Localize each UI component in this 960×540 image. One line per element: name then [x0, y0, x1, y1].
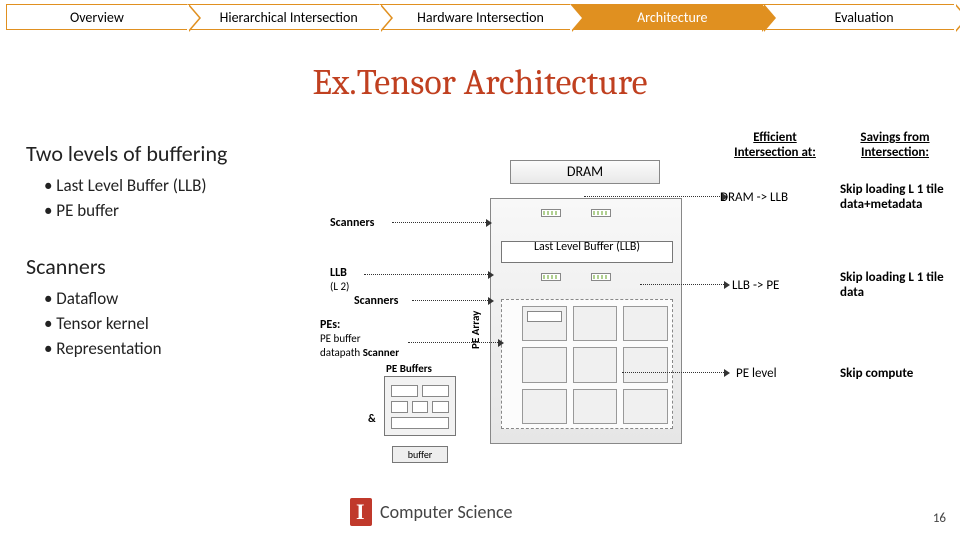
- nav-hardware[interactable]: Hardware Intersection: [379, 4, 571, 30]
- pe-cell: [522, 389, 567, 424]
- row-save-2: Skip loading L 1 tile data: [840, 270, 950, 300]
- left-h2: Scanners: [26, 253, 286, 280]
- label-llb: LLB (L 2): [330, 266, 349, 294]
- pe-cell: [573, 347, 618, 382]
- nav-breadcrumb: Overview Hierarchical Intersection Hardw…: [6, 4, 954, 34]
- pe-detail-box: [384, 376, 456, 436]
- row-at-2: LLB -> PE: [732, 278, 842, 293]
- pe-grid: [522, 306, 668, 424]
- arrow-dram-llb: [584, 196, 724, 197]
- arrow-llb: [364, 274, 490, 275]
- label-scanners-top: Scanners: [330, 216, 374, 230]
- head-savings: Savings from Intersection:: [840, 130, 950, 160]
- scanner-icon: [591, 209, 611, 217]
- llb-block: Last Level Buffer (LLB): [501, 241, 673, 263]
- scanner-icon: [541, 273, 561, 281]
- dram-block: DRAM: [510, 160, 660, 184]
- footer-logo: Computer Science: [350, 498, 513, 526]
- pe-cell: [573, 306, 618, 341]
- illinois-icon: [350, 498, 372, 526]
- label-pes: PEs: PE buffer datapath Scanner: [320, 318, 399, 360]
- bullet-pebuf: • PE buffer: [44, 200, 286, 223]
- bullet-dataflow: • Dataflow: [44, 288, 286, 311]
- col-efficient-at: Efficient Intersection at:: [720, 130, 830, 166]
- page-title: Ex.Tensor Architecture: [0, 62, 960, 103]
- accelerator-chip: Last Level Buffer (LLB) PE Array: [490, 198, 682, 444]
- arrow-scanner1: [392, 222, 488, 223]
- row-save-1: Skip loading L 1 tile data+metadata: [840, 182, 950, 212]
- arrow-pe-level: [622, 372, 726, 373]
- arrow-llb-pe: [640, 284, 726, 285]
- pe-cell: [573, 389, 618, 424]
- nav-evaluation[interactable]: Evaluation: [762, 4, 954, 30]
- page-number: 16: [933, 511, 946, 526]
- arrow-pes: [408, 342, 500, 343]
- buffer-label: buffer: [392, 446, 448, 463]
- pe-cell: [522, 347, 567, 382]
- pe-array-label: PE Array: [469, 311, 482, 349]
- nav-overview[interactable]: Overview: [6, 4, 187, 30]
- bullet-tensorkernel: • Tensor kernel: [44, 313, 286, 336]
- nav-hierarchical[interactable]: Hierarchical Intersection: [187, 4, 379, 30]
- left-text: Two levels of buffering • Last Level Buf…: [26, 140, 286, 363]
- pe-cell: [623, 347, 668, 382]
- pe-array: [501, 299, 673, 429]
- nav-architecture[interactable]: Architecture: [570, 4, 762, 30]
- bullet-representation: • Representation: [44, 338, 286, 361]
- pe-cell: [522, 306, 567, 341]
- left-h1: Two levels of buffering: [26, 140, 286, 167]
- scanner-icon: [591, 273, 611, 281]
- label-amp: &: [368, 412, 376, 425]
- pe-cell: [623, 389, 668, 424]
- label-scanners-mid: Scanners: [354, 294, 398, 308]
- row-at-1: DRAM -> LLB: [720, 190, 830, 205]
- bullet-llb: • Last Level Buffer (LLB): [44, 175, 286, 198]
- row-at-3: PE level: [736, 366, 846, 381]
- col-savings: Savings from Intersection:: [840, 130, 950, 166]
- scanner-icon: [541, 209, 561, 217]
- arrow-scanner2: [412, 300, 490, 301]
- pe-cell: [623, 306, 668, 341]
- footer-org: Computer Science: [380, 501, 513, 523]
- head-efficient: Efficient Intersection at:: [720, 130, 830, 160]
- row-save-3: Skip compute: [840, 366, 950, 381]
